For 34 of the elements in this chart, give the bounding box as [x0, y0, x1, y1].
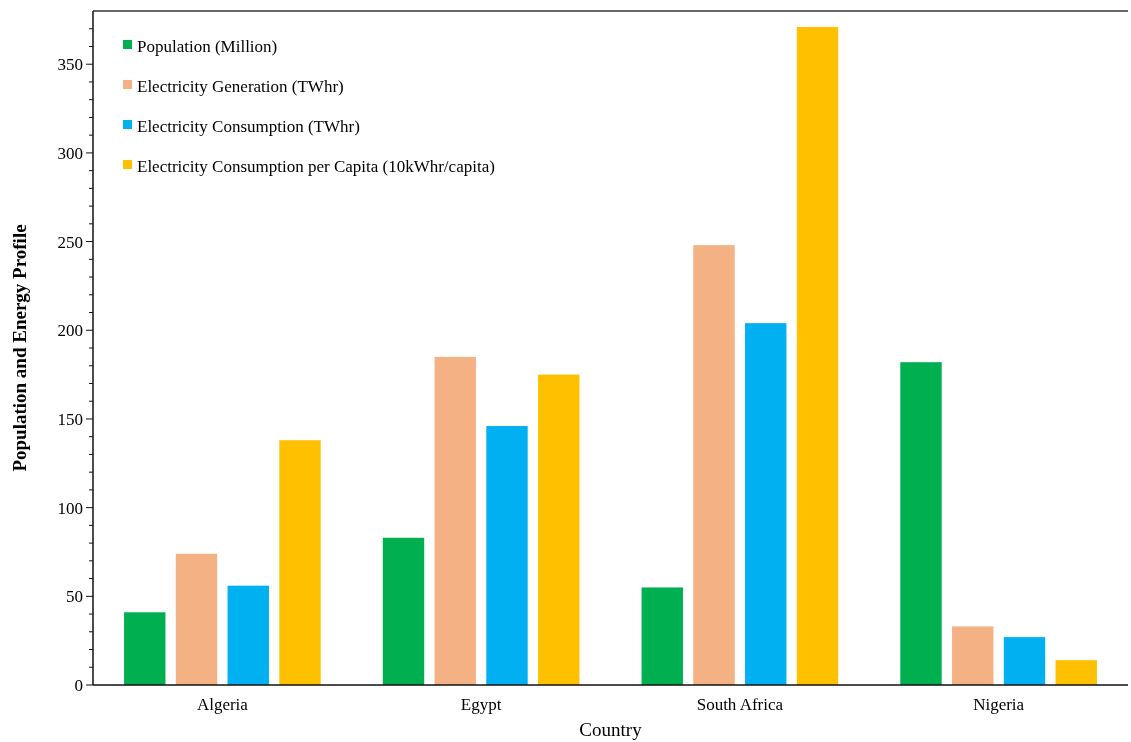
bar — [538, 374, 580, 685]
bar — [124, 612, 166, 685]
x-tick-label: Nigeria — [973, 695, 1025, 714]
x-tick-label: Egypt — [460, 695, 502, 714]
legend-label: Electricity Consumption (TWhr) — [137, 116, 360, 136]
y-tick-label: 50 — [66, 587, 83, 607]
legend-label: Electricity Consumption per Capita (10kWhr/capita) — [137, 156, 495, 176]
y-tick-label: 150 — [57, 409, 83, 429]
y-axis-title: Population and Energy Profile — [9, 224, 30, 472]
legend-label: Population (Million) — [137, 36, 278, 56]
bar — [227, 585, 269, 685]
bar — [175, 553, 218, 685]
y-tick-label: 200 — [57, 321, 83, 341]
bar — [693, 245, 735, 685]
y-tick-label: 350 — [57, 55, 83, 75]
x-tick-label: South Africa — [696, 695, 784, 714]
bar — [382, 537, 425, 685]
x-tick-label: Algeria — [196, 695, 249, 714]
y-tick-label: 300 — [57, 143, 83, 163]
x-axis-title: Country — [579, 719, 643, 740]
bar — [900, 362, 942, 685]
y-tick-label: 0 — [74, 675, 83, 695]
bar — [1055, 660, 1097, 685]
bar — [796, 26, 839, 685]
bar — [486, 426, 528, 685]
bar — [434, 356, 476, 685]
bar — [641, 587, 683, 685]
legend-label: Electricity Generation (TWhr) — [137, 76, 344, 96]
bar — [1003, 637, 1046, 685]
bar — [745, 323, 787, 685]
y-tick-label: 100 — [57, 498, 83, 518]
y-tick-label: 250 — [57, 232, 83, 252]
bar — [952, 626, 994, 685]
bar — [279, 440, 321, 685]
